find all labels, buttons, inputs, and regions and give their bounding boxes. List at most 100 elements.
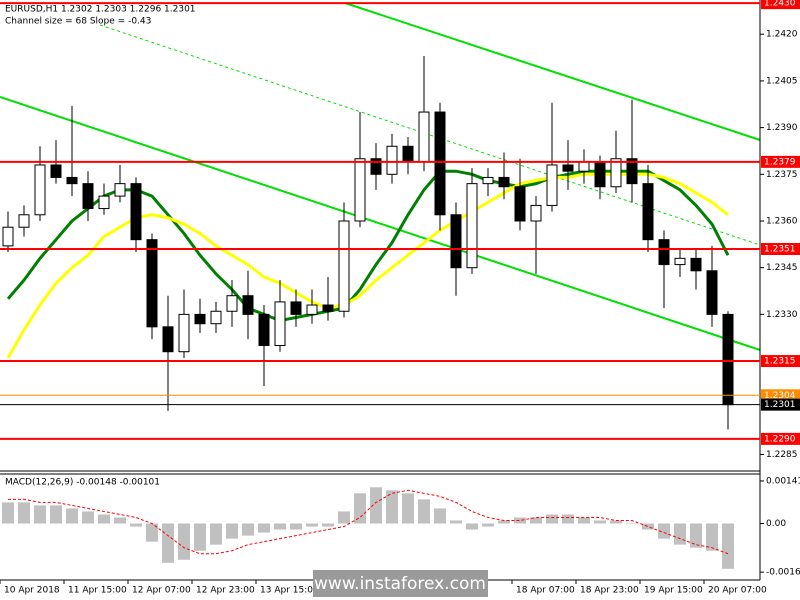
candle-body xyxy=(386,145,398,175)
macd-bar xyxy=(114,517,126,524)
channel-line xyxy=(0,96,761,351)
x-tick-label: 10 Apr 2018 xyxy=(4,586,60,596)
macd-bar xyxy=(578,517,590,524)
candle-body xyxy=(722,313,734,406)
macd-bar xyxy=(562,514,574,524)
candle-body xyxy=(66,176,78,185)
level-label: 1.2301 xyxy=(764,400,796,410)
macd-bar xyxy=(626,523,638,525)
candle-body xyxy=(706,270,718,315)
candle-body xyxy=(34,164,46,216)
candle-body xyxy=(194,313,206,325)
level-label-box xyxy=(761,398,800,411)
channel-midline xyxy=(99,24,761,246)
candle-body xyxy=(402,145,414,163)
macd-bar xyxy=(514,517,526,524)
candle-body xyxy=(306,304,318,315)
macd-bar xyxy=(178,523,190,560)
candle-body xyxy=(258,313,270,346)
candle-body xyxy=(674,257,686,266)
candle-body xyxy=(530,204,542,222)
candle-body xyxy=(626,158,638,185)
candle-body xyxy=(18,214,30,228)
candle-body xyxy=(114,183,126,197)
macd-bar xyxy=(82,511,94,524)
candle-body xyxy=(210,310,222,325)
candle-body xyxy=(146,239,158,328)
macd-bar xyxy=(354,493,366,524)
level-label-box xyxy=(761,243,800,256)
macd-bar xyxy=(674,523,686,545)
macd-bar xyxy=(450,520,462,524)
watermark-box xyxy=(313,570,488,597)
candle-body xyxy=(594,161,606,188)
macd-bar xyxy=(658,523,670,539)
candle-body xyxy=(50,164,62,178)
candle-body xyxy=(226,295,238,312)
level-label: 1.2290 xyxy=(764,434,796,444)
y-tick-label: 1.2285 xyxy=(766,450,798,460)
candle-body xyxy=(130,183,142,241)
macd-bar xyxy=(130,523,142,527)
x-tick-label: 18 Apr 07:00 xyxy=(516,586,575,596)
level-label: 1.2351 xyxy=(764,245,796,255)
macd-bar xyxy=(226,523,238,539)
macd-bar xyxy=(34,505,46,524)
y-tick-label: 1.2330 xyxy=(766,310,798,320)
level-label: 1.2304 xyxy=(764,391,796,401)
candle-body xyxy=(658,239,670,266)
chart-title: EURUSD,H1 1.2302 1.2303 1.2296 1.2301 xyxy=(5,5,196,15)
macd-bar xyxy=(594,520,606,524)
plot-layer xyxy=(0,2,761,569)
macd-bar xyxy=(306,523,318,527)
macd-bar xyxy=(706,523,718,551)
y-tick-label: 1.2405 xyxy=(766,76,798,86)
macd-bar xyxy=(194,523,206,551)
level-label: 1.2430 xyxy=(764,0,796,9)
candle-body xyxy=(546,164,558,206)
macd-bar xyxy=(546,514,558,524)
candle-body xyxy=(82,183,94,210)
macd-bar xyxy=(466,523,478,530)
candle-body xyxy=(514,186,526,222)
macd-bar xyxy=(338,511,350,524)
x-tick-label: 19 Apr 15:00 xyxy=(644,586,703,596)
macd-bar xyxy=(146,523,158,542)
macd-title: MACD(12,26,9) -0.00148 -0.00101 xyxy=(5,478,160,488)
candle-body xyxy=(434,111,446,216)
y-tick-label: 0.00 xyxy=(766,519,786,529)
x-tick-label: 20 Apr 07:00 xyxy=(708,586,767,596)
candle-body xyxy=(642,183,654,241)
macd-bar xyxy=(722,523,734,569)
y-tick-label: 1.2360 xyxy=(766,216,798,226)
candle-body xyxy=(482,176,494,185)
candle-body xyxy=(242,295,254,315)
macd-bar xyxy=(274,523,286,530)
macd-bar xyxy=(258,523,270,533)
level-label: 1.2315 xyxy=(764,357,796,367)
x-tick-label: 12 Apr 07:00 xyxy=(132,586,191,596)
macd-bar xyxy=(418,499,430,524)
macd-bar xyxy=(322,523,334,527)
level-label-box xyxy=(761,155,800,168)
candle-body xyxy=(338,220,350,312)
candle-body xyxy=(690,257,702,272)
level-label-box xyxy=(761,389,800,402)
candle-body xyxy=(2,226,14,247)
candle-body xyxy=(274,301,286,346)
macd-bar xyxy=(210,523,222,545)
macd-bar xyxy=(530,517,542,524)
x-tick-label: 18 Apr 23:00 xyxy=(580,586,639,596)
candle-body xyxy=(610,158,622,188)
level-label-box xyxy=(761,432,800,445)
candle-body xyxy=(354,158,366,222)
candle-body xyxy=(370,158,382,175)
watermark: www.instaforex.com xyxy=(313,570,488,597)
y-tick-label: 1.2345 xyxy=(766,263,798,273)
channel-line xyxy=(344,2,761,141)
y-tick-label: 1.2375 xyxy=(766,170,798,180)
macd-bar xyxy=(386,490,398,524)
